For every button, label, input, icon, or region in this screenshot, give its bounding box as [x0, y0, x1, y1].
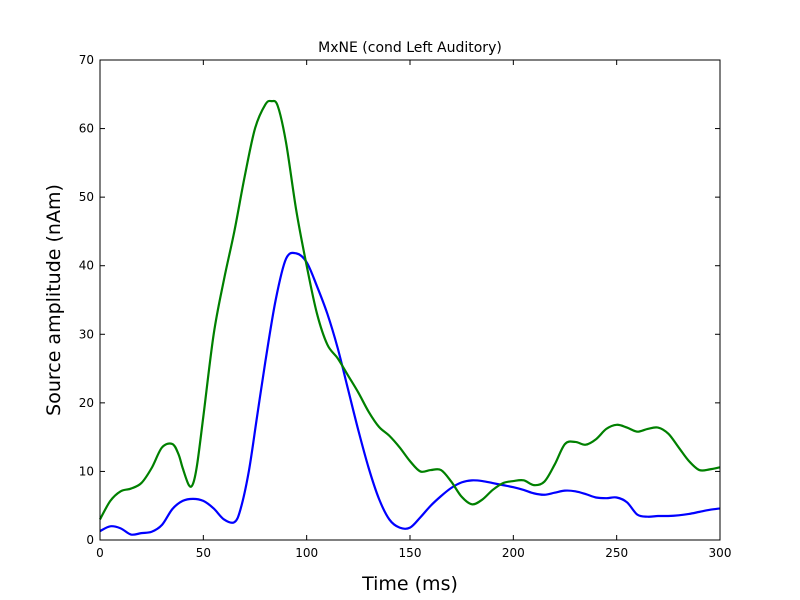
x-tick-label: 200	[502, 546, 525, 560]
tick-layer: 0 50 100 150 200 250 300 0 10 20 30 40 50 60 70	[79, 53, 732, 560]
y-tick-label: 30	[79, 327, 94, 341]
x-tick-label: 250	[605, 546, 628, 560]
chart-title: MxNE (cond Left Auditory)	[318, 40, 502, 56]
y-tick-label: 0	[86, 533, 94, 547]
x-tick-label: 150	[399, 546, 422, 560]
y-tick-label: 70	[79, 53, 94, 67]
series-line-2	[99, 99, 721, 520]
x-tick-label: 50	[196, 546, 211, 560]
y-axis-label: Source amplitude (nAm)	[43, 184, 65, 416]
x-tick-label: 300	[709, 546, 732, 560]
x-axis-label: Time (ms)	[361, 573, 458, 595]
x-tick-label: 100	[295, 546, 318, 560]
y-tick-label: 40	[79, 259, 94, 273]
y-tick-label: 50	[79, 190, 94, 204]
y-tick-label: 20	[79, 396, 94, 410]
plot-frame	[99, 59, 721, 541]
series-line-1	[99, 251, 721, 536]
y-tick-label: 60	[79, 122, 94, 136]
x-tick-label: 0	[96, 546, 104, 560]
y-tick-label: 10	[79, 464, 94, 478]
series-layer	[99, 99, 721, 536]
